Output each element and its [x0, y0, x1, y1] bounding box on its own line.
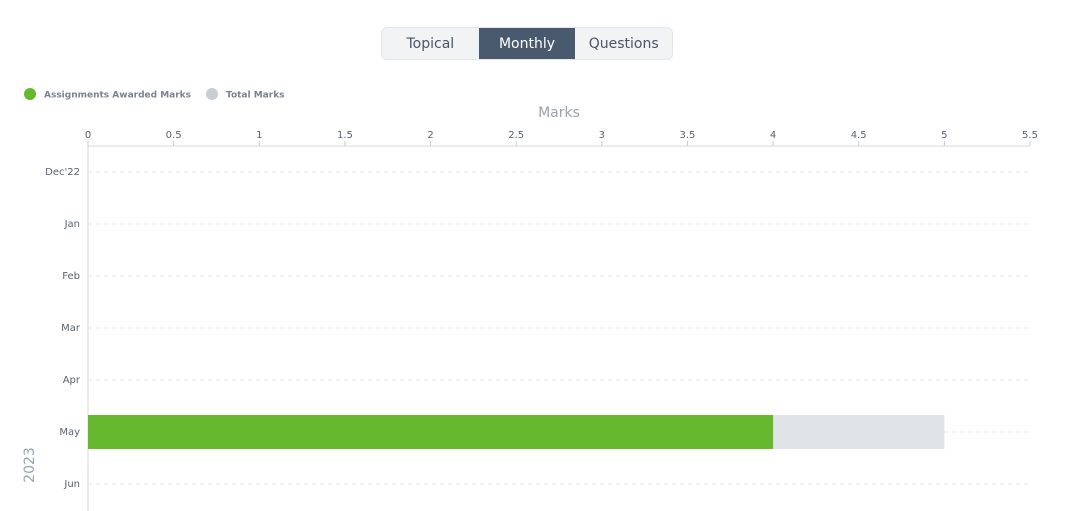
- x-tick-label: 1.5: [337, 130, 353, 141]
- tab[interactable]: Monthly: [478, 28, 576, 59]
- x-tick-label: 5: [941, 130, 947, 141]
- legend-marker: [24, 88, 36, 100]
- x-tick-label: 2: [427, 130, 433, 141]
- tab[interactable]: Questions: [588, 35, 659, 52]
- y-tick-label: Feb: [62, 271, 80, 282]
- tab[interactable]: Topical: [406, 35, 455, 52]
- y-tick-label: Apr: [63, 375, 81, 386]
- x-tick-label: 2.5: [508, 130, 524, 141]
- y-axis-title: 2023: [22, 447, 38, 483]
- tab-bar: Topical Monthly Questions: [381, 27, 673, 60]
- legend-marker: [206, 88, 218, 100]
- x-tick-label: 0: [85, 130, 91, 141]
- x-tick-label: 5.5: [1022, 130, 1038, 141]
- x-tick-label: 3: [599, 130, 605, 141]
- x-tick-label: 4: [770, 130, 776, 141]
- y-tick-label: Dec'22: [45, 167, 80, 178]
- legend-label: Assignments Awarded Marks: [44, 91, 191, 101]
- x-tick-label: 3.5: [680, 130, 696, 141]
- legend-label: Total Marks: [226, 91, 285, 101]
- y-tick-label: Jan: [64, 219, 80, 230]
- y-tick-label: Jun: [63, 479, 80, 490]
- bar: [88, 415, 774, 449]
- x-tick-label: 4.5: [851, 130, 867, 141]
- x-tick-label: 0.5: [166, 130, 182, 141]
- y-tick-label: May: [59, 427, 80, 438]
- x-axis-title: Marks: [538, 105, 580, 121]
- x-tick-label: 1: [256, 130, 262, 141]
- y-tick-label: Mar: [61, 323, 81, 334]
